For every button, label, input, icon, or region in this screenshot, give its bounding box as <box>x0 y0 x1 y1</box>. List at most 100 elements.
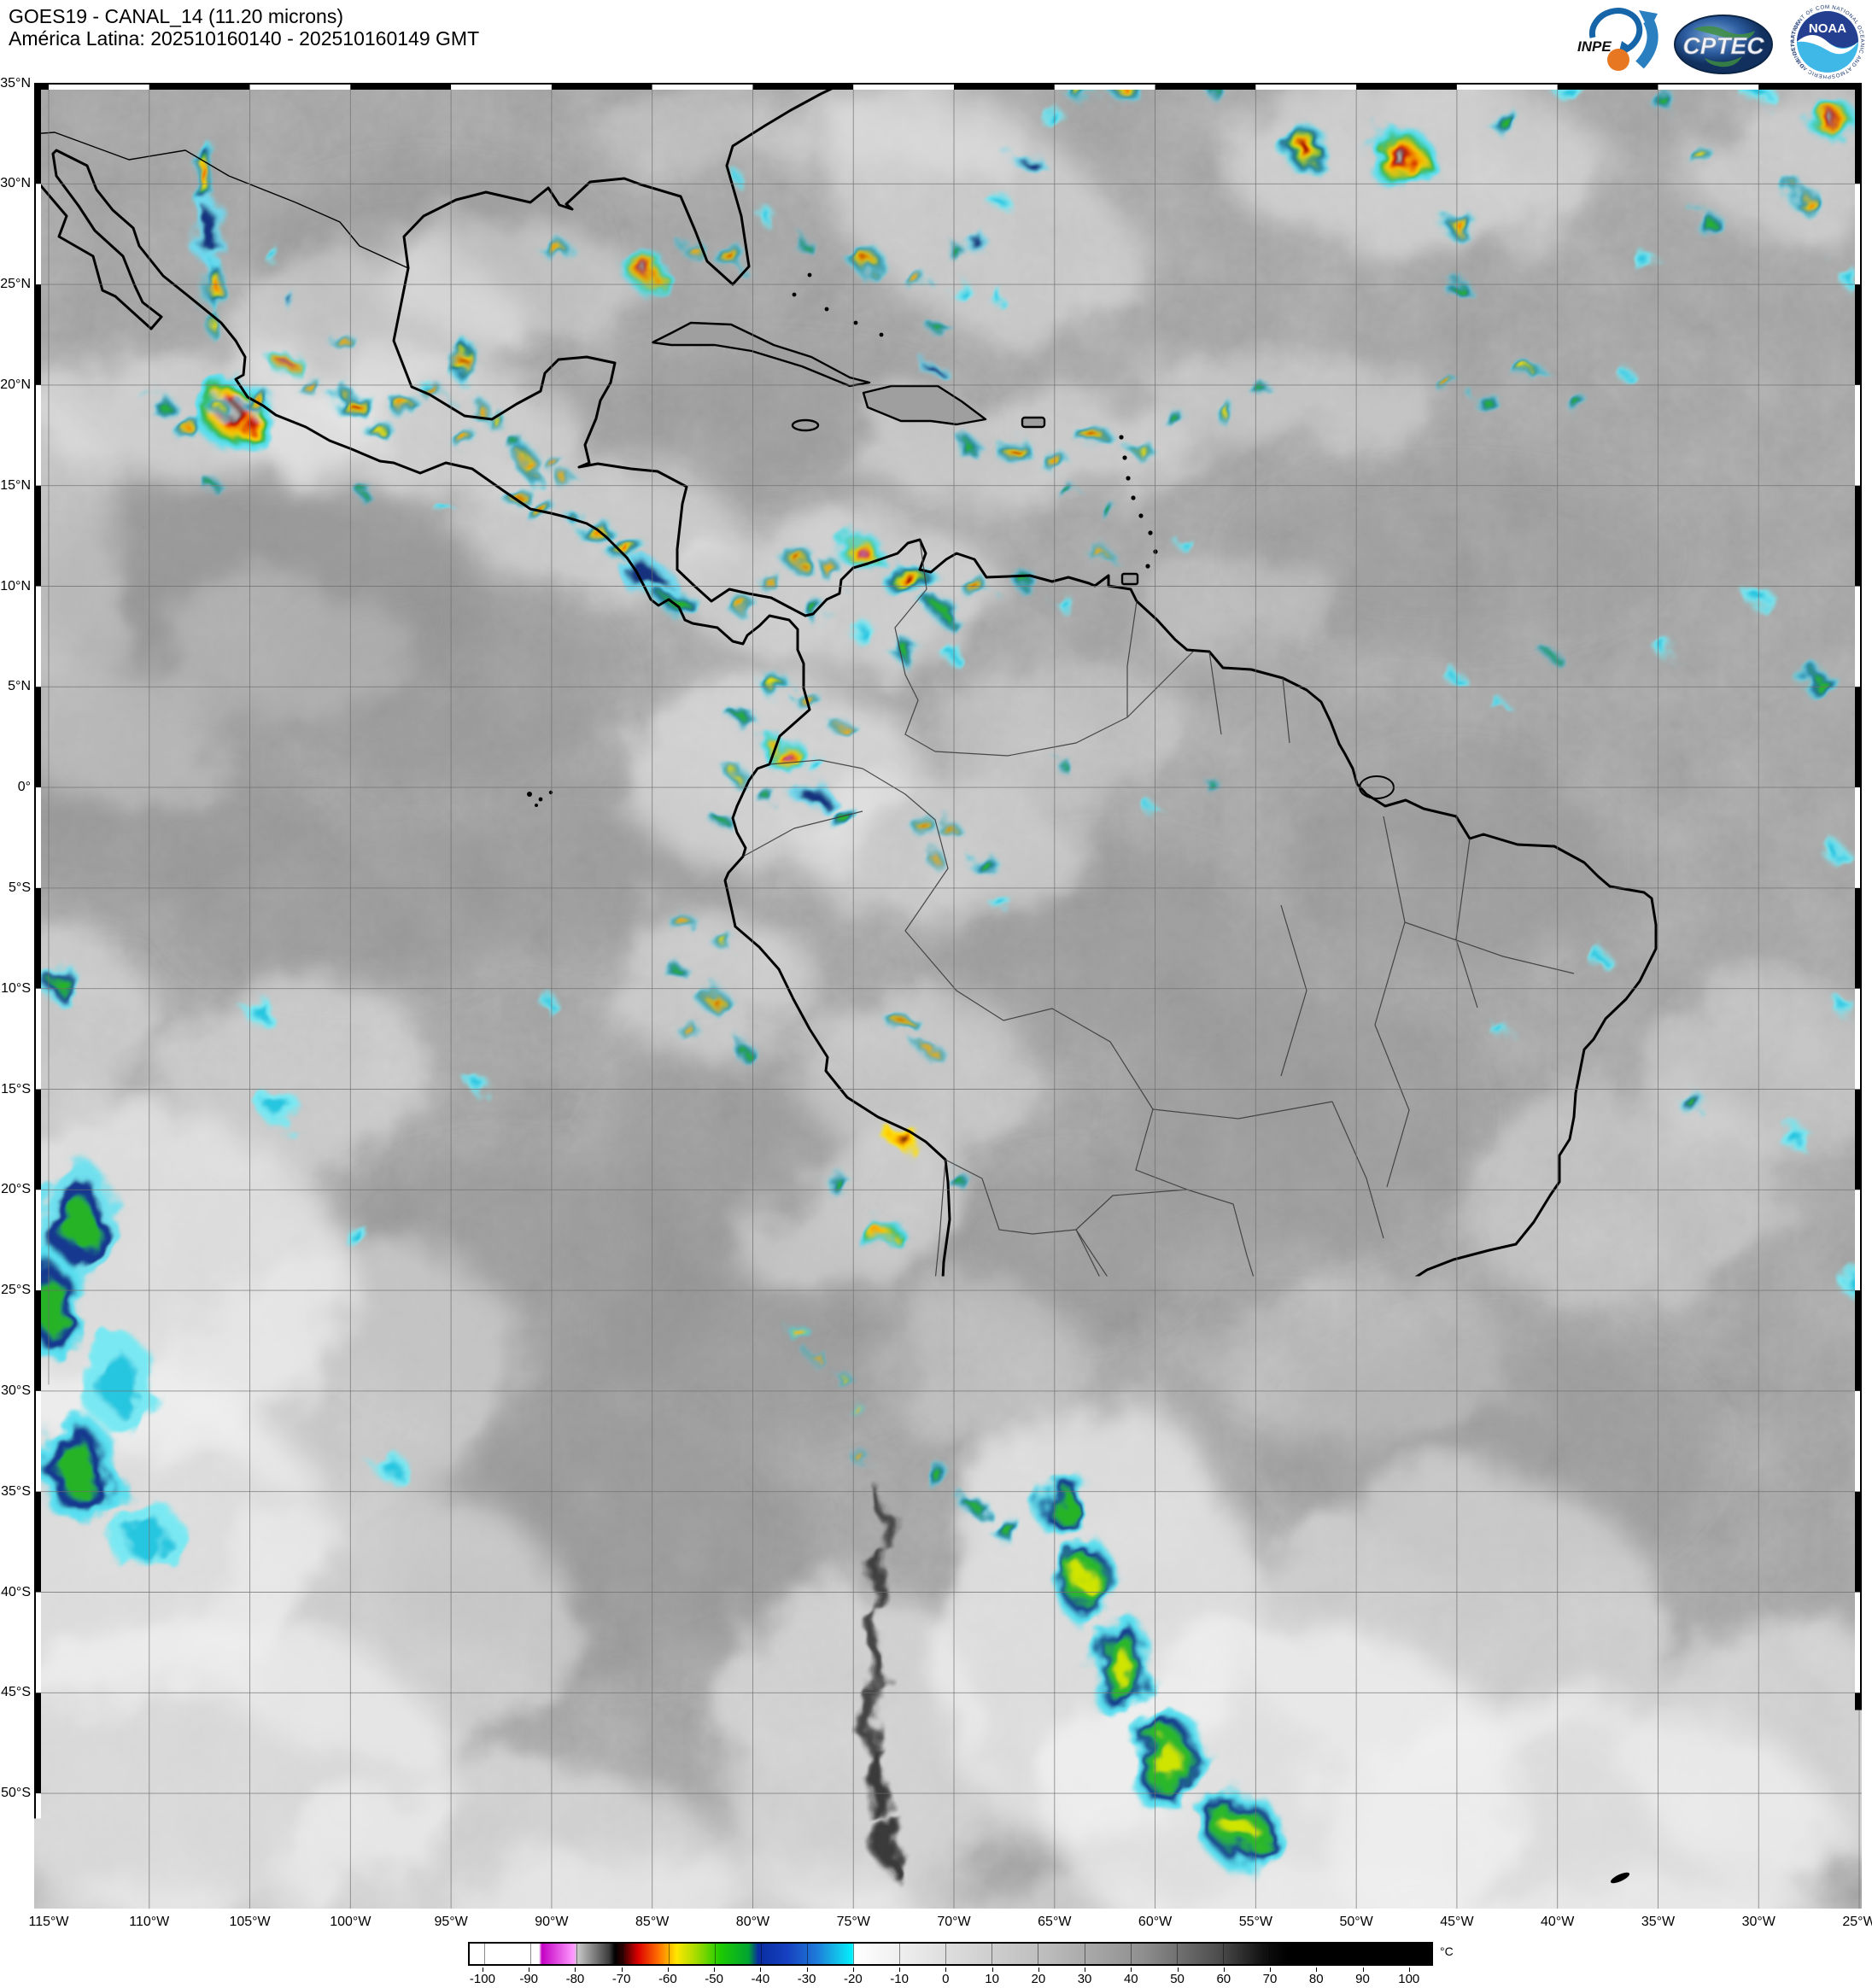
storm-cell-c <box>759 211 778 225</box>
lat-label-30°S: 30°S <box>0 1384 31 1398</box>
storm-cell-c <box>789 1778 816 1812</box>
storm-cell-g <box>826 804 857 827</box>
cloud-blob <box>880 1281 1085 1452</box>
storm-cell-g <box>968 853 996 872</box>
storm-cell-c <box>376 1456 410 1482</box>
lon-label-80°W: 80°W <box>717 1915 788 1929</box>
storm-cell-c <box>391 1737 429 1764</box>
storm-cell-s <box>1081 428 1114 452</box>
storm-cell-s <box>964 578 992 600</box>
storm-cell-s <box>715 244 746 268</box>
storm-cell-c <box>1443 668 1460 681</box>
storm-cell-c <box>1778 1125 1809 1147</box>
storm-cell-gq <box>1365 129 1436 187</box>
storm-cell-c <box>260 1093 303 1127</box>
storm-cell-y <box>485 412 506 428</box>
cloud-blob <box>171 572 410 726</box>
lon-label-55°W: 55°W <box>1220 1915 1291 1929</box>
storm-cell-g <box>930 600 957 621</box>
noaa-logo-text: NOAA <box>1809 21 1846 36</box>
storm-cell-c <box>1721 1691 1781 1728</box>
storm-cell-y <box>366 421 394 441</box>
storm-cell-y <box>211 401 233 418</box>
storm-cell-cg <box>1677 1091 1705 1112</box>
storm-cell-y <box>711 932 732 947</box>
storm-cell-y <box>758 672 788 694</box>
storm-cell-c <box>1834 1000 1855 1015</box>
storm-cell-r <box>810 1352 827 1364</box>
storm-cell-c <box>1619 370 1635 382</box>
cloud-blob <box>171 820 512 991</box>
island-puerto-rico <box>1022 418 1044 427</box>
storm-cell-c <box>761 1714 785 1757</box>
cloud-blob <box>1136 551 1341 653</box>
storm-cell-s <box>454 339 477 387</box>
colorbar-tick-label: -40 <box>734 1972 786 1986</box>
storm-cell-g <box>1802 670 1836 696</box>
storm-cell-r <box>830 718 852 734</box>
storm-cell-c <box>154 1661 222 1738</box>
lon-label-75°W: 75°W <box>817 1915 889 1929</box>
storm-cell-g <box>992 1519 1023 1541</box>
storm-cell-g <box>962 1496 986 1513</box>
colorbar-tick-label: 80 <box>1290 1972 1342 1986</box>
storm-cell-g <box>359 489 376 501</box>
storm-cell-g <box>34 1418 120 1520</box>
island-galapagos <box>527 792 532 797</box>
lon-label-50°W: 50°W <box>1320 1915 1392 1929</box>
storm-cell-c <box>1587 949 1607 964</box>
inpe-logo-text: INPE <box>1577 38 1612 55</box>
lon-label-85°W: 85°W <box>617 1915 688 1929</box>
temperature-colorbar <box>468 1942 1433 1966</box>
storm-cell-r <box>677 1021 698 1037</box>
colorbar-tick-label: 20 <box>1013 1972 1064 1986</box>
storm-cell-r <box>331 331 353 348</box>
storm-cell-r <box>907 273 929 290</box>
storm-cell-b <box>1462 1731 1530 1774</box>
storm-cell-gq <box>271 351 301 375</box>
storm-cell-g <box>669 966 689 981</box>
lat-label-40°S: 40°S <box>0 1586 31 1599</box>
lat-label-35°S: 35°S <box>0 1485 31 1499</box>
cloud-blob <box>1298 760 1606 965</box>
island-trinidad <box>1122 574 1138 584</box>
storm-cell-c <box>1050 591 1068 605</box>
storm-cell-c <box>1255 1607 1307 1641</box>
lon-label-110°W: 110°W <box>114 1915 185 1929</box>
storm-cell-c <box>429 1568 459 1592</box>
colorbar-tick-label: -80 <box>549 1972 600 1986</box>
storm-cell-c <box>806 757 825 771</box>
storm-cell-r <box>200 260 224 304</box>
cptec-logo: CPTEC <box>1672 14 1775 75</box>
lon-label-65°W: 65°W <box>1019 1915 1091 1929</box>
storm-cell-s <box>1436 376 1459 393</box>
storm-cell-c <box>188 1789 256 1849</box>
storm-cell-g <box>1440 273 1464 290</box>
storm-cell-s <box>910 815 935 833</box>
colorbar-tick-label: -50 <box>688 1972 740 1986</box>
storm-cell-c <box>938 641 958 657</box>
storm-cell-g <box>1653 94 1677 111</box>
lon-label-95°W: 95°W <box>415 1915 487 1929</box>
lat-label-0°: 0° <box>0 781 31 794</box>
lon-label-100°W: 100°W <box>314 1915 386 1929</box>
storm-cell-r <box>393 399 424 421</box>
storm-cell-r <box>301 380 323 397</box>
storm-cell-s <box>783 547 814 571</box>
lat-label-45°S: 45°S <box>0 1686 31 1699</box>
storm-cell-y <box>1343 1769 1428 1821</box>
colorbar-tick-label: 60 <box>1198 1972 1249 1986</box>
storm-cell-g <box>1554 1825 1691 1902</box>
colorbar-tick-label: 90 <box>1337 1972 1389 1986</box>
lat-label-15°N: 15°N <box>0 479 31 493</box>
noaa-logo: NOAA NATIONAL OCEANIC AND ATMOSPHERIC AD… <box>1783 0 1872 84</box>
colorbar-tick-label: -60 <box>642 1972 693 1986</box>
storm-cell-b <box>804 1850 835 1877</box>
cloud-blob <box>1127 346 1435 448</box>
storm-cell-c <box>989 193 1009 208</box>
storm-cell-c <box>740 1771 760 1802</box>
colorbar-tick-label: -20 <box>828 1972 879 1986</box>
storm-cell-r <box>550 246 577 266</box>
storm-cell-r <box>926 851 945 865</box>
lat-label-10°S: 10°S <box>0 982 31 996</box>
